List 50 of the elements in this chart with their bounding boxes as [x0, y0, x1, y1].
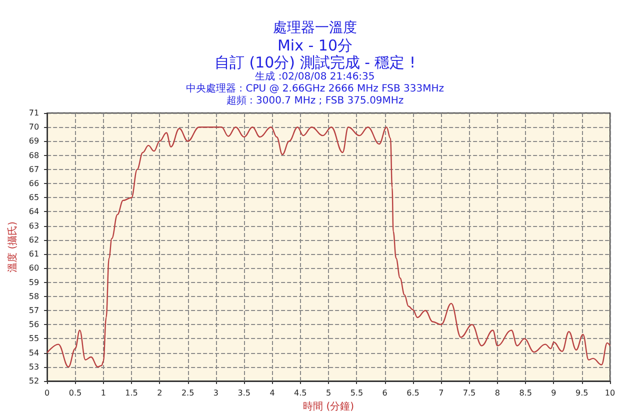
y-axis-title: 溫度 (攝氏)	[6, 221, 18, 272]
x-tick-label: 5.5	[350, 388, 364, 398]
y-tick-label: 69	[28, 136, 40, 146]
y-tick-label: 60	[28, 264, 40, 273]
chart-subtitle: Mix - 10分	[277, 36, 353, 54]
x-tick-label: 9.5	[575, 388, 588, 398]
y-tick-label: 53	[28, 362, 40, 372]
y-tick-label: 71	[28, 108, 40, 118]
x-tick-label: 8	[494, 388, 500, 398]
y-tick-label: 64	[28, 207, 40, 216]
x-tick-label: 5	[326, 388, 332, 398]
x-tick-label: 0	[44, 388, 50, 398]
y-tick-label: 52	[28, 376, 40, 386]
y-tick-label: 66	[28, 179, 40, 188]
y-tick-label: 67	[28, 164, 40, 174]
y-tick-label: 63	[28, 221, 40, 230]
x-tick-label: 1	[100, 388, 106, 398]
y-tick-label: 57	[28, 306, 40, 315]
chart-title: 處理器一溫度	[273, 20, 357, 36]
y-tick-label: 62	[28, 235, 40, 244]
x-tick-label: 6.5	[406, 388, 420, 398]
y-tick-label: 54	[28, 348, 40, 358]
x-tick-label: 3.5	[238, 388, 250, 398]
x-tick-label: 7	[438, 388, 444, 398]
x-tick-label: 4.5	[294, 388, 307, 398]
x-tick-label: 9	[551, 388, 556, 398]
x-tick-label: 8.5	[519, 388, 532, 398]
x-axis-title: 時間 (分鐘)	[303, 400, 354, 412]
y-tick-label: 70	[28, 122, 40, 132]
text: 超頻 : 3000.7 MHz ; FSB 375.09MHz	[226, 94, 404, 106]
y-tick-label: 61	[28, 250, 40, 259]
x-tick-label: 7.5	[462, 388, 476, 398]
x-tick-label: 6	[382, 388, 388, 398]
x-tick-label: 3	[213, 388, 219, 398]
line-series	[46, 126, 611, 368]
y-tick-label: 58	[28, 292, 40, 301]
text: 自訂 (10分) 測試完成 - 穩定 !	[214, 54, 416, 72]
y-tick-label: 65	[28, 193, 40, 202]
y-tick-label: 56	[28, 320, 40, 330]
y-tick-label: 55	[28, 334, 40, 344]
x-tick-label: 2	[157, 388, 162, 398]
x-tick-label: 10	[604, 388, 616, 398]
x-tick-label: 0.5	[68, 388, 82, 398]
x-tick-label: 1.5	[125, 388, 138, 398]
y-tick-label: 59	[28, 278, 40, 287]
x-tick-label: 4	[270, 388, 275, 398]
text: 生成 :02/08/08 21:46:35	[255, 70, 375, 82]
text: 中央處理器 : CPU @ 2.66GHz 2666 MHz FSB 333MHz	[186, 82, 444, 94]
y-tick-label: 68	[28, 150, 40, 160]
x-tick-label: 2.5	[181, 388, 194, 398]
